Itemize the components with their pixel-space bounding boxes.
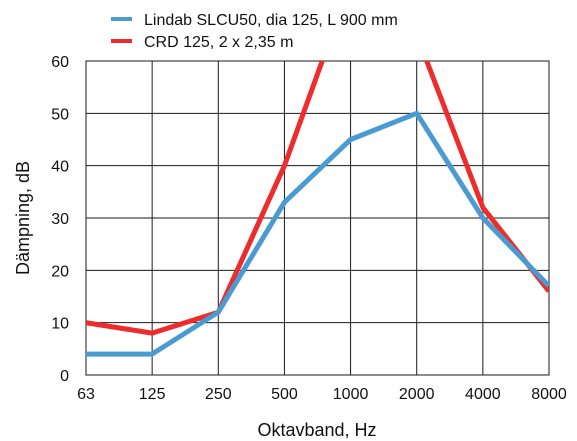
y-tick-label: 0 xyxy=(60,368,69,385)
x-tick-label: 63 xyxy=(77,386,95,403)
x-axis-title: Oktavband, Hz xyxy=(257,420,376,440)
y-tick-label: 60 xyxy=(51,54,69,71)
legend-label-lindab: Lindab SLCU50, dia 125, L 900 mm xyxy=(144,12,398,29)
y-tick-label: 30 xyxy=(51,211,69,228)
series-layer xyxy=(86,61,549,357)
x-tick-labels: 63 125 250 500 1000 2000 4000 8000 xyxy=(77,386,567,403)
grid xyxy=(85,60,550,376)
x-tick-label: 8000 xyxy=(531,386,567,403)
x-tick-label: 125 xyxy=(139,386,166,403)
x-tick-label: 250 xyxy=(205,386,232,403)
y-tick-labels: 0 10 20 30 40 50 60 xyxy=(51,54,69,385)
x-tick-label: 4000 xyxy=(465,386,501,403)
legend-label-crd: CRD 125, 2 x 2,35 m xyxy=(144,34,293,51)
legend-item-crd: CRD 125, 2 x 2,35 m xyxy=(111,34,293,51)
y-tick-label: 50 xyxy=(51,106,69,123)
series-line-lindab xyxy=(86,110,549,357)
x-tick-label: 2000 xyxy=(399,386,435,403)
y-axis-title: Dämpning, dB xyxy=(13,161,33,275)
plot-frame xyxy=(85,60,550,376)
series-line-crd xyxy=(86,61,549,336)
legend-item-lindab: Lindab SLCU50, dia 125, L 900 mm xyxy=(111,12,398,29)
x-tick-label: 1000 xyxy=(333,386,369,403)
y-tick-label: 20 xyxy=(51,263,69,280)
legend: Lindab SLCU50, dia 125, L 900 mm CRD 125… xyxy=(111,12,398,51)
y-tick-label: 10 xyxy=(51,316,69,333)
y-tick-label: 40 xyxy=(51,159,69,176)
x-tick-label: 500 xyxy=(271,386,298,403)
